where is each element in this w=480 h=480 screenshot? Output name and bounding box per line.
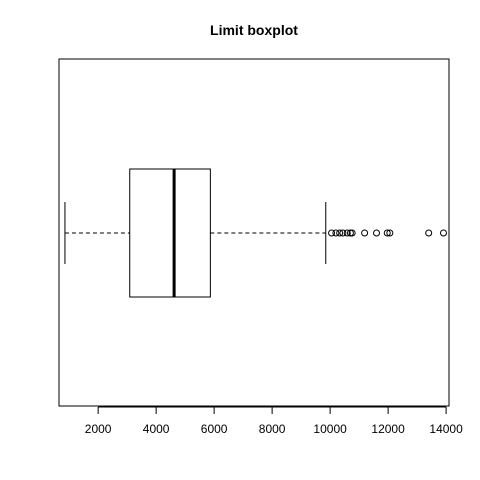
x-tick-label: 10000 <box>313 422 347 436</box>
plot-frame <box>58 58 450 407</box>
chart-title: Limit boxplot <box>210 22 298 38</box>
x-tick-label: 14000 <box>429 422 463 436</box>
outlier-point <box>439 229 447 237</box>
outlier-point <box>386 229 394 237</box>
outlier-point <box>343 229 351 237</box>
x-tick-label: 4000 <box>143 422 170 436</box>
iqr-box <box>129 168 211 298</box>
outlier-point <box>332 229 340 237</box>
outlier-point <box>339 229 347 237</box>
outlier-point <box>361 229 369 237</box>
outlier-point <box>336 229 344 237</box>
outlier-point <box>373 229 381 237</box>
outlier-point <box>348 229 356 237</box>
outlier-point <box>425 229 433 237</box>
outlier-point <box>383 229 391 237</box>
x-tick-label: 12000 <box>371 422 405 436</box>
x-tick-label: 8000 <box>259 422 286 436</box>
outlier-point <box>328 229 336 237</box>
x-axis-ticks: 2000 4000 6000 8000 10000 12000 14000 <box>85 407 463 436</box>
x-tick-label: 6000 <box>201 422 228 436</box>
x-tick-label: 2000 <box>85 422 112 436</box>
boxplot-marks <box>64 168 447 298</box>
